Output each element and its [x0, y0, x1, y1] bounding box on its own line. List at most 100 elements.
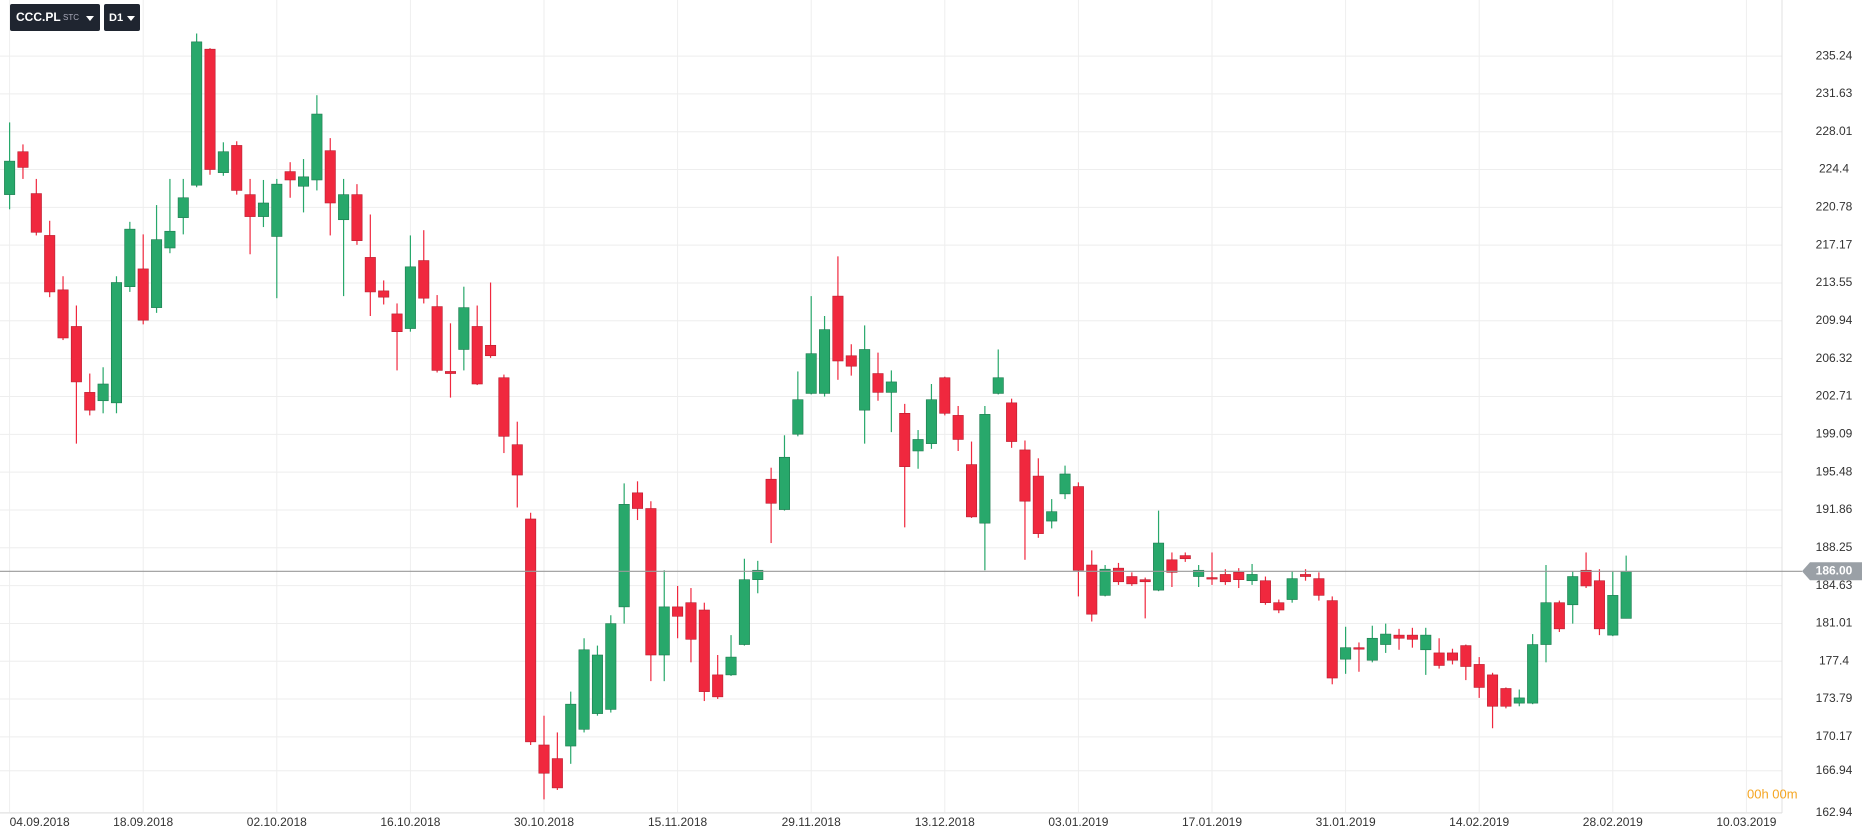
timeframe-button[interactable]: D1	[104, 4, 140, 31]
candle-body	[885, 381, 897, 393]
candle-body	[925, 399, 937, 444]
candle-body	[551, 758, 563, 789]
candle-body	[1233, 572, 1245, 580]
candle-body	[324, 150, 336, 204]
x-tick-label: 30.10.2018	[514, 815, 574, 829]
candle-body	[17, 151, 29, 168]
candle-body	[284, 171, 296, 181]
candle-body	[1219, 574, 1231, 583]
x-tick-label: 28.02.2019	[1583, 815, 1643, 829]
candle-body	[1246, 574, 1258, 582]
candle-body	[311, 113, 323, 181]
candle-body	[1153, 542, 1165, 591]
candle-body	[1259, 580, 1271, 603]
x-tick-label: 29.11.2018	[782, 815, 841, 829]
candle-body	[84, 392, 96, 411]
y-tick-label: 181.01	[1816, 616, 1853, 630]
candle-body	[1179, 555, 1191, 560]
candle-body	[1593, 580, 1605, 630]
candle-body	[404, 266, 416, 329]
candle-body	[511, 444, 523, 476]
candle-body	[1313, 578, 1325, 596]
candle-body	[832, 295, 844, 362]
candle-body	[1393, 634, 1405, 639]
x-tick-label: 16.10.2018	[380, 815, 440, 829]
market[interactable]: STC	[63, 13, 79, 22]
timeframe-button-bg[interactable]	[104, 4, 140, 31]
candle-body	[204, 48, 216, 170]
y-tick-label: 195.48	[1816, 464, 1853, 478]
candle-body	[97, 383, 109, 402]
candle-body	[1460, 645, 1472, 667]
candle-body	[257, 202, 269, 217]
price-label: 186.00	[1816, 563, 1853, 577]
price-tag	[1802, 562, 1862, 581]
candle-body	[538, 744, 550, 774]
candle-body	[658, 606, 670, 656]
candle-body	[1527, 644, 1539, 704]
candle-body	[4, 160, 16, 195]
candle-body	[364, 257, 376, 293]
y-tick-label: 184.63	[1816, 578, 1853, 592]
candle-body	[591, 654, 603, 714]
candle-body	[271, 183, 283, 237]
candle-body	[966, 464, 978, 518]
y-tick-label: 235.24	[1816, 48, 1853, 62]
symbol-button-bg[interactable]	[10, 4, 100, 31]
y-tick-label: 209.94	[1816, 313, 1853, 327]
x-tick-label: 13.12.2018	[915, 815, 975, 829]
candle-body	[738, 579, 750, 645]
candle-body	[712, 674, 724, 698]
dropdown-arrow[interactable]	[86, 16, 94, 21]
candle-body	[1420, 634, 1432, 651]
candle-body	[1353, 647, 1365, 650]
candle-body	[1487, 674, 1499, 707]
candle-body	[1380, 633, 1392, 645]
x-tick-label: 03.01.2019	[1048, 815, 1108, 829]
candle-body	[444, 371, 456, 374]
candle-body	[1032, 475, 1044, 534]
y-tick-label: 206.32	[1816, 351, 1853, 365]
candle-body	[645, 508, 657, 656]
candle-body	[912, 439, 924, 452]
timeframe[interactable]: D1	[109, 12, 123, 24]
candle-body	[1406, 634, 1418, 640]
candle-body	[1326, 600, 1338, 679]
candle-body	[1513, 697, 1525, 704]
candle-body	[1446, 652, 1458, 661]
candle-body	[1567, 576, 1579, 606]
y-tick-label: 162.94	[1816, 805, 1853, 819]
candle-body	[110, 282, 122, 404]
candle-body	[70, 326, 82, 383]
x-tick-label: 18.09.2018	[113, 815, 173, 829]
candle-body	[431, 306, 443, 371]
candle-body	[618, 504, 630, 608]
candle-body	[1553, 602, 1565, 630]
y-tick-label: 224.4	[1819, 162, 1849, 176]
x-tick-label: 10.03.2019	[1716, 815, 1776, 829]
dropdown-arrow[interactable]	[127, 16, 135, 21]
symbol[interactable]: CCC.PL	[16, 10, 61, 24]
candle-body	[1046, 511, 1058, 522]
candle-body	[1540, 602, 1552, 645]
candle-body	[1112, 567, 1124, 583]
x-tick-label: 15.11.2018	[648, 815, 707, 829]
candle-body	[525, 518, 537, 743]
candle-body	[698, 609, 710, 692]
candle-body	[1366, 637, 1378, 661]
candle-body	[899, 413, 911, 467]
candle-body	[351, 194, 363, 241]
candle-body	[792, 399, 804, 435]
candle-body	[1166, 559, 1178, 573]
candle-body	[1059, 473, 1071, 495]
candle-body	[1580, 569, 1592, 587]
candle-body	[1473, 664, 1485, 688]
candle-body	[298, 176, 310, 187]
candle-body	[578, 649, 590, 730]
grid	[0, 0, 1783, 814]
symbol-button[interactable]: CCC.PL STC	[10, 4, 100, 31]
candle-body	[992, 377, 1004, 394]
candle-body	[672, 606, 684, 617]
candle-body	[57, 289, 69, 339]
candle-body	[1620, 570, 1632, 619]
